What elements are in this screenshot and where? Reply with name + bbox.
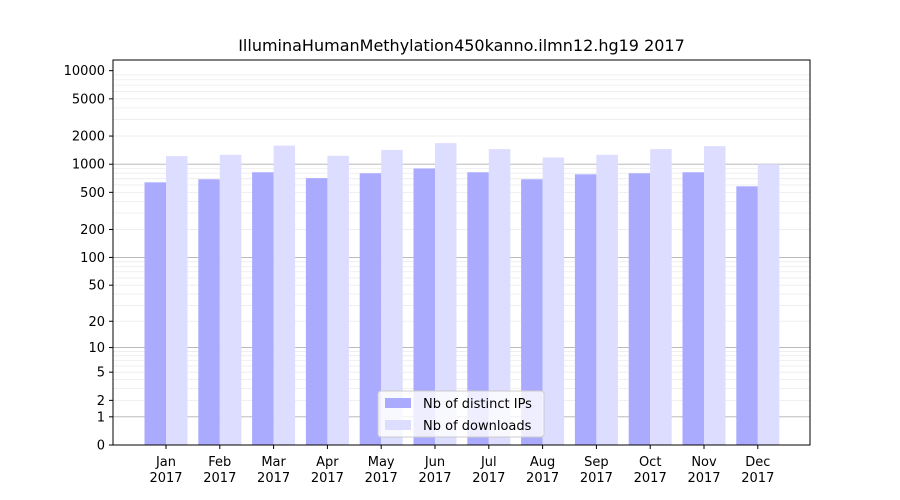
bar-downloads	[219, 154, 242, 445]
bar-downloads	[542, 157, 565, 446]
bar-distinct-ips	[359, 173, 382, 446]
legend-swatch-downloads	[385, 420, 411, 430]
bar-downloads	[757, 164, 780, 446]
x-tick-label: Jan 2017	[149, 455, 182, 486]
y-tick-label: 10000	[64, 64, 105, 79]
bar-downloads	[166, 156, 188, 446]
legend-swatch-distinct-ips	[385, 398, 411, 408]
y-tick-label: 1	[97, 410, 105, 425]
bar-distinct-ips	[467, 172, 489, 445]
bars	[144, 143, 780, 446]
x-tick-label: Dec 2017	[741, 455, 774, 486]
x-tick-label: Apr 2017	[311, 455, 344, 486]
x-tick-label: May 2017	[365, 455, 398, 486]
y-axis: 0 12 5 10 20 50 100 200 500 1000 2000 5000 10000	[64, 64, 113, 454]
x-tick-label: Aug 2017	[526, 455, 559, 486]
y-tick-label: 200	[80, 223, 105, 238]
x-tick-label: Jul 2017	[472, 455, 505, 486]
legend-label-downloads: Nb of downloads	[423, 419, 532, 434]
y-tick-label: 0	[97, 439, 105, 454]
y-tick-label: 5000	[72, 92, 105, 107]
bar-distinct-ips	[682, 172, 704, 445]
y-tick-label: 10	[88, 341, 105, 356]
legend: Nb of distinct IPs Nb of downloads	[377, 390, 545, 438]
y-tick-label: 500	[80, 186, 105, 201]
bar-downloads	[650, 149, 672, 445]
plot-area-frame	[112, 59, 811, 446]
y-tick-label: 50	[88, 279, 105, 294]
x-tick-label: Nov 2017	[687, 455, 720, 486]
bar-downloads	[488, 149, 511, 445]
bar-distinct-ips	[574, 174, 597, 445]
bar-downloads	[327, 155, 349, 445]
legend-label-distinct-ips: Nb of distinct IPs	[423, 397, 532, 412]
x-tick-label: Feb 2017	[203, 455, 236, 486]
bar-distinct-ips	[413, 168, 435, 445]
legend-box	[377, 390, 545, 438]
x-tick-label: Sep 2017	[580, 455, 613, 486]
chart-title: IlluminaHumanMethylation450kanno.ilmn12.…	[238, 36, 685, 55]
y-tick-label: 5	[97, 366, 105, 381]
x-tick-label: Oct 2017	[634, 455, 667, 486]
bar-distinct-ips	[252, 172, 274, 445]
y-tick-label: 20	[88, 315, 105, 330]
x-tick-label: Mar 2017	[257, 455, 290, 486]
bar-distinct-ips	[736, 186, 758, 445]
bar-downloads	[704, 146, 726, 445]
bar-downloads	[435, 143, 457, 445]
y-tick-label: 2000	[72, 130, 105, 145]
bar-downloads	[596, 154, 618, 445]
bar-distinct-ips	[305, 178, 328, 445]
x-tick-label: Jun 2017	[418, 455, 451, 486]
x-axis: Jan 2017 Feb 2017 Mar 2017 Apr 2017 May 2017 Jun 20…	[149, 445, 774, 486]
bar-distinct-ips	[144, 182, 166, 445]
y-tick-label: 100	[80, 251, 105, 266]
bar-distinct-ips	[198, 179, 220, 445]
bar-downloads	[273, 145, 296, 445]
y-tick-label: 2	[97, 394, 105, 409]
bar-downloads	[381, 149, 403, 445]
bar-distinct-ips	[521, 179, 543, 445]
bar-distinct-ips	[628, 173, 651, 446]
y-tick-label: 1000	[72, 158, 105, 173]
